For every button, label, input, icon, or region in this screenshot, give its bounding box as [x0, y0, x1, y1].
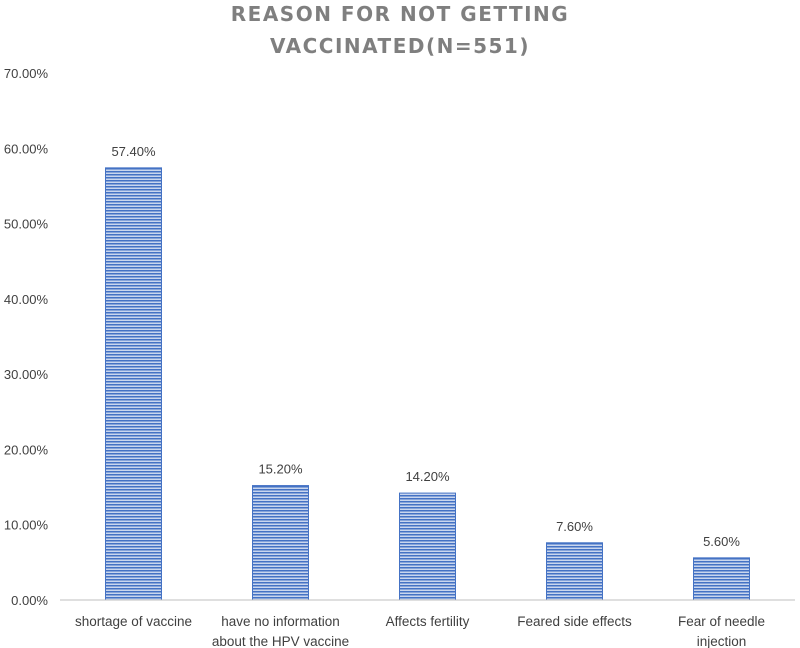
- bar: [105, 167, 162, 601]
- y-tick-label: 30.00%: [4, 367, 49, 382]
- y-tick-label: 20.00%: [4, 442, 49, 457]
- data-label: 15.20%: [258, 462, 303, 477]
- x-tick-label: shortage of vaccine: [75, 614, 192, 629]
- data-label: 14.20%: [405, 469, 450, 484]
- data-label: 7.60%: [556, 519, 593, 534]
- y-tick-label: 10.00%: [4, 518, 49, 533]
- bar: [399, 492, 456, 601]
- y-tick-label: 70.00%: [4, 66, 49, 81]
- y-tick-label: 0.00%: [11, 593, 48, 608]
- x-tick-label: injection: [697, 634, 747, 648]
- y-tick-label: 40.00%: [4, 292, 49, 307]
- y-tick-label: 50.00%: [4, 217, 49, 232]
- bar: [252, 485, 309, 601]
- bar: [546, 542, 603, 601]
- y-tick-label: 60.00%: [4, 141, 49, 156]
- chart-title-line-1: REASON FOR NOT GETTING: [230, 2, 570, 26]
- x-tick-label: Feared side effects: [517, 614, 632, 629]
- x-tick-label: have no information: [221, 614, 340, 629]
- x-tick-label: Affects fertility: [386, 614, 470, 629]
- x-axis: shortage of vaccine have no information ab…: [75, 614, 765, 648]
- data-label: 57.40%: [111, 144, 156, 159]
- bars: 57.40% 15.20% 14.20% 7.60% 5.60%: [105, 144, 750, 601]
- x-tick-label: Fear of needle: [678, 614, 765, 629]
- y-axis: 0.00% 10.00% 20.00% 30.00% 40.00% 50.00% 60.00…: [4, 66, 49, 608]
- x-tick-label: about the HPV vaccine: [212, 634, 349, 648]
- data-label: 5.60%: [703, 534, 740, 549]
- chart-title-line-2: VACCINATED(N=551): [270, 34, 530, 58]
- bar: [693, 557, 750, 601]
